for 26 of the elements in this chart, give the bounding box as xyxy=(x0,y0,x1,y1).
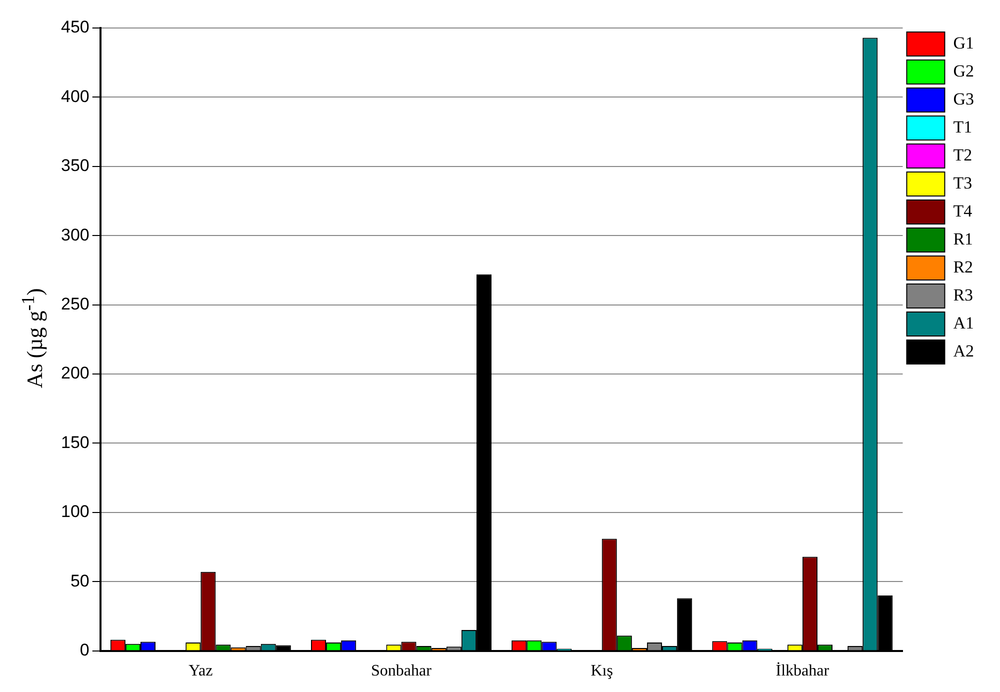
legend-label: G3 xyxy=(953,89,974,108)
legend-label: T4 xyxy=(953,201,973,220)
legend-label: A2 xyxy=(953,341,974,360)
y-tick-label: 200 xyxy=(60,364,90,383)
legend-label: A1 xyxy=(953,313,974,332)
y-tick-label: 100 xyxy=(60,502,90,522)
y-tick-label: 50 xyxy=(70,571,90,590)
x-tick-label: İlkbahar xyxy=(776,662,830,680)
y-tick-label: 450 xyxy=(60,18,90,37)
y-tick-label: 250 xyxy=(60,294,90,314)
legend-label: R3 xyxy=(953,285,974,304)
y-tick-label: 0 xyxy=(80,640,90,660)
x-tick-label: Sonbahar xyxy=(371,662,432,680)
legend-label: T1 xyxy=(953,117,972,136)
x-tick-label: Yaz xyxy=(188,662,213,680)
legend-label: R1 xyxy=(953,229,974,248)
y-tick-label: 350 xyxy=(60,156,90,176)
legend-label: G2 xyxy=(953,61,974,80)
legend-label: R2 xyxy=(953,257,974,276)
legend-label: T3 xyxy=(953,173,972,192)
legend-label: T2 xyxy=(953,145,972,164)
y-tick-label: 300 xyxy=(60,225,90,244)
y-tick-label: 150 xyxy=(60,432,90,452)
legend-label: G1 xyxy=(953,33,974,52)
y-tick-label: 400 xyxy=(60,86,90,106)
x-tick-label: Kış xyxy=(590,662,613,680)
